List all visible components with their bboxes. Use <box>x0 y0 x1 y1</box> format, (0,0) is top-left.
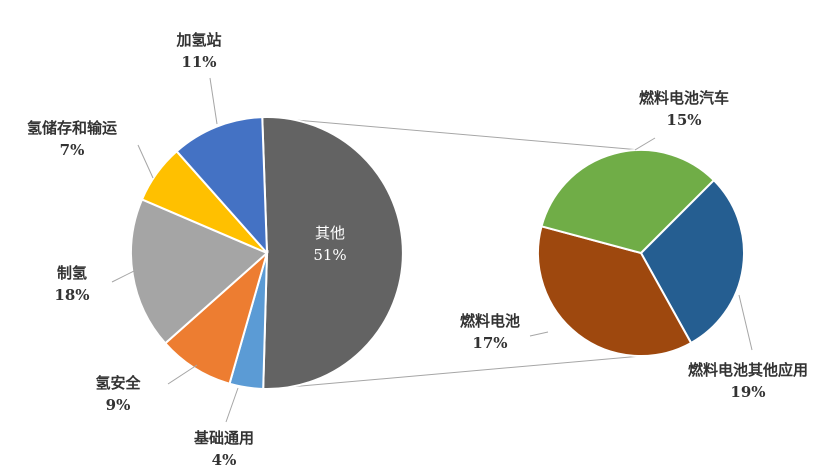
breakdown-pie-percent-2: 17% <box>472 334 507 352</box>
main-pie-label-4: 氢储存和输运 <box>27 119 117 137</box>
connector-lines <box>262 116 642 390</box>
main-pie-leader-4 <box>137 144 154 179</box>
breakdown-pie-leader-0 <box>634 137 656 151</box>
main-pie-leader-2 <box>167 364 198 385</box>
breakdown-pie-percent-1: 19% <box>730 383 765 401</box>
main-pie-label-1: 基础通用 <box>193 429 254 447</box>
main-pie-label-2: 氢安全 <box>95 374 141 392</box>
main-pie-slice-3 <box>130 198 269 345</box>
main-pie-label-0: 其他 <box>315 224 345 242</box>
breakdown-pie-leader-2 <box>529 331 549 337</box>
main-pie-leader-3 <box>111 268 139 283</box>
main-pie-leader-5 <box>209 77 218 125</box>
main-pie-slice-0 <box>261 116 404 390</box>
main-pie-label-3: 制氢 <box>57 264 87 282</box>
breakdown-pie <box>537 149 745 357</box>
main-pie-percent-3: 18% <box>54 286 89 304</box>
main-pie-percent-2: 9% <box>106 396 131 414</box>
main-pie-label-5: 加氢站 <box>175 31 221 49</box>
connector-line-bottom <box>266 355 642 390</box>
main-pie-percent-0: 51% <box>313 246 346 264</box>
main-pie-percent-1: 4% <box>212 451 237 469</box>
breakdown-pie-label-2: 燃料电池 <box>460 312 520 330</box>
breakdown-pie-slice-2 <box>540 149 716 255</box>
breakdown-pie-slice-0 <box>639 178 745 345</box>
main-pie <box>130 116 404 390</box>
connector-line-top <box>262 116 642 151</box>
breakdown-pie-leader-1 <box>738 294 753 351</box>
breakdown-pie-slice-1 <box>537 225 693 357</box>
main-pie-percent-5: 11% <box>181 53 216 71</box>
main-pie-slice-5 <box>175 116 269 256</box>
main-pie-percent-4: 7% <box>60 141 85 159</box>
main-pie-leader-1 <box>225 387 239 423</box>
breakdown-pie-label-1: 燃料电池其他应用 <box>688 361 808 379</box>
data-labels: 其他 51% 基础通用 4% 氢安全 9% 制氢 18% 氢储存和输运 7% 加氢站 11% 燃料电池汽… <box>27 31 808 469</box>
breakdown-pie-percent-0: 15% <box>666 111 701 129</box>
breakdown-pie-label-0: 燃料电池汽车 <box>639 89 729 107</box>
